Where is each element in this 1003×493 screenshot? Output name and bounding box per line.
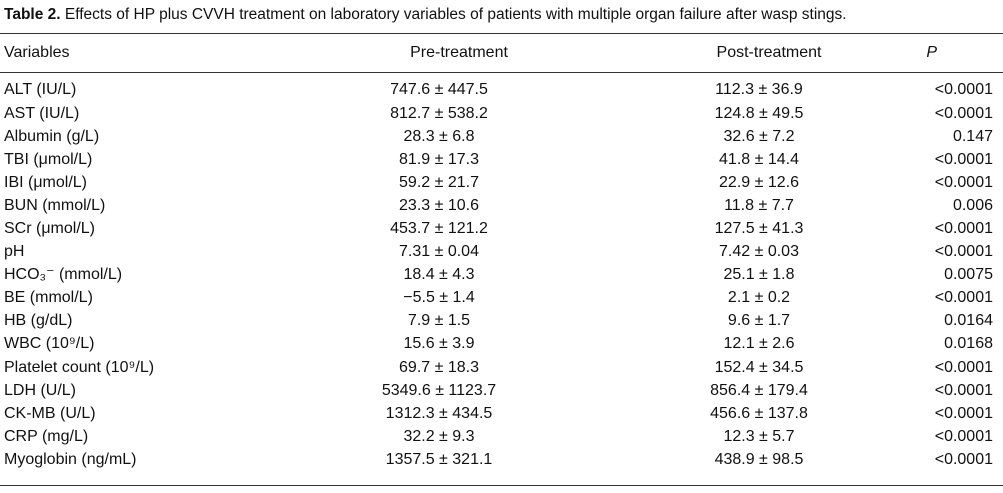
cell-post-treatment: 456.6 ± 137.8 (710, 404, 808, 422)
cell-post-treatment: 22.9 ± 12.6 (719, 173, 799, 191)
cell-post-treatment: 152.4 ± 34.5 (714, 358, 804, 376)
cell-post-treatment: 41.8 ± 14.4 (719, 150, 799, 168)
cell-variable: pH (4, 243, 25, 261)
table-row: SCr (μmol/L) 453.7 ± 121.2 127.5 ± 41.3 <0.… (0, 217, 1003, 240)
cell-variable: WBC (10⁹/L) (4, 335, 95, 353)
table-row: CRP (mg/L) 32.2 ± 9.3 12.3 ± 5.7 <0.0001 (0, 425, 1003, 448)
cell-variable: IBI (μmol/L) (4, 173, 88, 191)
table-row: ALT (IU/L) 747.6 ± 447.5 112.3 ± 36.9 <0.00… (0, 72, 1003, 102)
cell-p-value: <0.0001 (934, 81, 993, 98)
cell-post-treatment: 32.6 ± 7.2 (723, 127, 795, 145)
cell-post-treatment: 7.42 ± 0.03 (719, 243, 799, 261)
table-body: ALT (IU/L) 747.6 ± 447.5 112.3 ± 36.9 <0.00… (0, 72, 1003, 472)
cell-pre-treatment: 747.6 ± 447.5 (390, 81, 488, 98)
table-row: WBC (10⁹/L) 15.6 ± 3.9 12.1 ± 2.6 0.0168 (0, 333, 1003, 356)
table-row: HB (g/dL) 7.9 ± 1.5 9.6 ± 1.7 0.0164 (0, 310, 1003, 333)
cell-variable: CRP (mg/L) (4, 427, 89, 445)
cell-post-treatment: 124.8 ± 49.5 (714, 104, 804, 122)
cell-p-value: <0.0001 (934, 358, 993, 376)
cell-pre-treatment: 1357.5 ± 321.1 (385, 450, 493, 468)
cell-pre-treatment: 15.6 ± 3.9 (403, 335, 475, 353)
cell-post-treatment: 9.6 ± 1.7 (727, 312, 791, 330)
cell-post-treatment: 2.1 ± 0.2 (727, 289, 791, 307)
cell-variable: Platelet count (10⁹/L) (4, 358, 155, 376)
table-row: LDH (U/L) 5349.6 ± 1123.7 856.4 ± 179.4 <0.… (0, 379, 1003, 402)
header-variables: Variables (4, 43, 70, 61)
cell-pre-treatment: 23.3 ± 10.6 (399, 196, 479, 214)
cell-pre-treatment: 1312.3 ± 434.5 (385, 404, 493, 422)
header-post-treatment: Post-treatment (716, 43, 822, 61)
header-pre-treatment: Pre-treatment (410, 43, 508, 61)
table-bottom-rule (0, 485, 1003, 486)
cell-pre-treatment: 81.9 ± 17.3 (399, 150, 479, 168)
table-top-rule (0, 33, 1003, 34)
cell-p-value: <0.0001 (934, 243, 993, 261)
cell-post-treatment: 11.8 ± 7.7 (724, 196, 794, 214)
cell-post-treatment: 25.1 ± 1.8 (723, 266, 795, 284)
cell-p-value: <0.0001 (934, 220, 993, 238)
cell-p-value: <0.0001 (934, 289, 993, 307)
cell-p-value: 0.147 (952, 127, 993, 145)
cell-post-treatment: 127.5 ± 41.3 (714, 220, 804, 238)
table-row: BUN (mmol/L) 23.3 ± 10.6 11.8 ± 7.7 0.006 (0, 194, 1003, 217)
cell-pre-treatment: 453.7 ± 121.2 (390, 220, 488, 238)
cell-pre-treatment: 5349.6 ± 1123.7 (381, 381, 497, 399)
cell-p-value: 0.0075 (944, 266, 993, 284)
cell-p-value: <0.0001 (934, 450, 993, 468)
table-row: Platelet count (10⁹/L) 69.7 ± 18.3 152.4 ±… (0, 356, 1003, 379)
cell-pre-treatment: 7.31 ± 0.04 (399, 243, 479, 261)
cell-variable: AST (IU/L) (4, 104, 80, 122)
table-header-row: Variables Pre-treatment Post-treatment P (0, 33, 1003, 72)
cell-variable: BUN (mmol/L) (4, 196, 106, 214)
table-caption-label: Table 2. (4, 6, 61, 23)
table-caption-text: Effects of HP plus CVVH treatment on lab… (64, 6, 847, 23)
cell-variable: ALT (IU/L) (4, 81, 77, 98)
cell-p-value: <0.0001 (934, 173, 993, 191)
cell-p-value: <0.0001 (934, 404, 993, 422)
cell-p-value: 0.006 (952, 196, 993, 214)
table-row: AST (IU/L) 812.7 ± 538.2 124.8 ± 49.5 <0.00… (0, 102, 1003, 125)
cell-variable: HB (g/dL) (4, 312, 73, 330)
table-row: TBI (μmol/L) 81.9 ± 17.3 41.8 ± 14.4 <0.000… (0, 148, 1003, 171)
cell-post-treatment: 12.1 ± 2.6 (723, 335, 795, 353)
cell-p-value: <0.0001 (934, 104, 993, 122)
cell-p-value: 0.0168 (944, 335, 993, 353)
cell-variable: CK-MB (U/L) (4, 404, 96, 422)
table-row: CK-MB (U/L) 1312.3 ± 434.5 456.6 ± 137.8 <0… (0, 402, 1003, 425)
table-row: Albumin (g/L) 28.3 ± 6.8 32.6 ± 7.2 0.147 (0, 125, 1003, 148)
cell-pre-treatment: 32.2 ± 9.3 (403, 427, 475, 445)
table-row: pH 7.31 ± 0.04 7.42 ± 0.03 <0.0001 (0, 241, 1003, 264)
cell-pre-treatment: 18.4 ± 4.3 (403, 266, 475, 284)
cell-pre-treatment: 812.7 ± 538.2 (390, 104, 488, 122)
cell-variable: Myoglobin (ng/mL) (4, 450, 137, 468)
table-row: IBI (μmol/L) 59.2 ± 21.7 22.9 ± 12.6 <0.000… (0, 171, 1003, 194)
cell-pre-treatment: 59.2 ± 21.7 (399, 173, 479, 191)
cell-variable: LDH (U/L) (4, 381, 77, 399)
cell-variable: Albumin (g/L) (4, 127, 100, 145)
cell-p-value: 0.0164 (944, 312, 993, 330)
cell-post-treatment: 112.3 ± 36.9 (715, 81, 803, 98)
cell-pre-treatment: 7.9 ± 1.5 (407, 312, 471, 330)
table-header-rule (0, 72, 1003, 73)
table-row: Myoglobin (ng/mL) 1357.5 ± 321.1 438.9 ± 9… (0, 448, 1003, 471)
header-p-value: P (926, 43, 937, 61)
lab-variables-table: Variables Pre-treatment Post-treatment P… (0, 33, 1003, 472)
cell-post-treatment: 12.3 ± 5.7 (723, 427, 795, 445)
cell-p-value: <0.0001 (934, 381, 993, 399)
cell-variable: BE (mmol/L) (4, 289, 93, 307)
cell-pre-treatment: 28.3 ± 6.8 (403, 127, 475, 145)
cell-p-value: <0.0001 (934, 427, 993, 445)
table-caption: Table 2. Effects of HP plus CVVH treatme… (4, 6, 847, 24)
cell-post-treatment: 856.4 ± 179.4 (710, 381, 808, 399)
cell-pre-treatment: −5.5 ± 1.4 (403, 289, 475, 307)
cell-p-value: <0.0001 (934, 150, 993, 168)
cell-variable: TBI (μmol/L) (4, 150, 93, 168)
table-row: BE (mmol/L) −5.5 ± 1.4 2.1 ± 0.2 <0.0001 (0, 287, 1003, 310)
cell-post-treatment: 438.9 ± 98.5 (714, 450, 804, 468)
cell-variable: SCr (μmol/L) (4, 220, 95, 238)
table-row: HCO₃⁻ (mmol/L) 18.4 ± 4.3 25.1 ± 1.8 0.0075 (0, 264, 1003, 287)
cell-pre-treatment: 69.7 ± 18.3 (399, 358, 479, 376)
cell-variable: HCO₃⁻ (mmol/L) (4, 266, 123, 284)
